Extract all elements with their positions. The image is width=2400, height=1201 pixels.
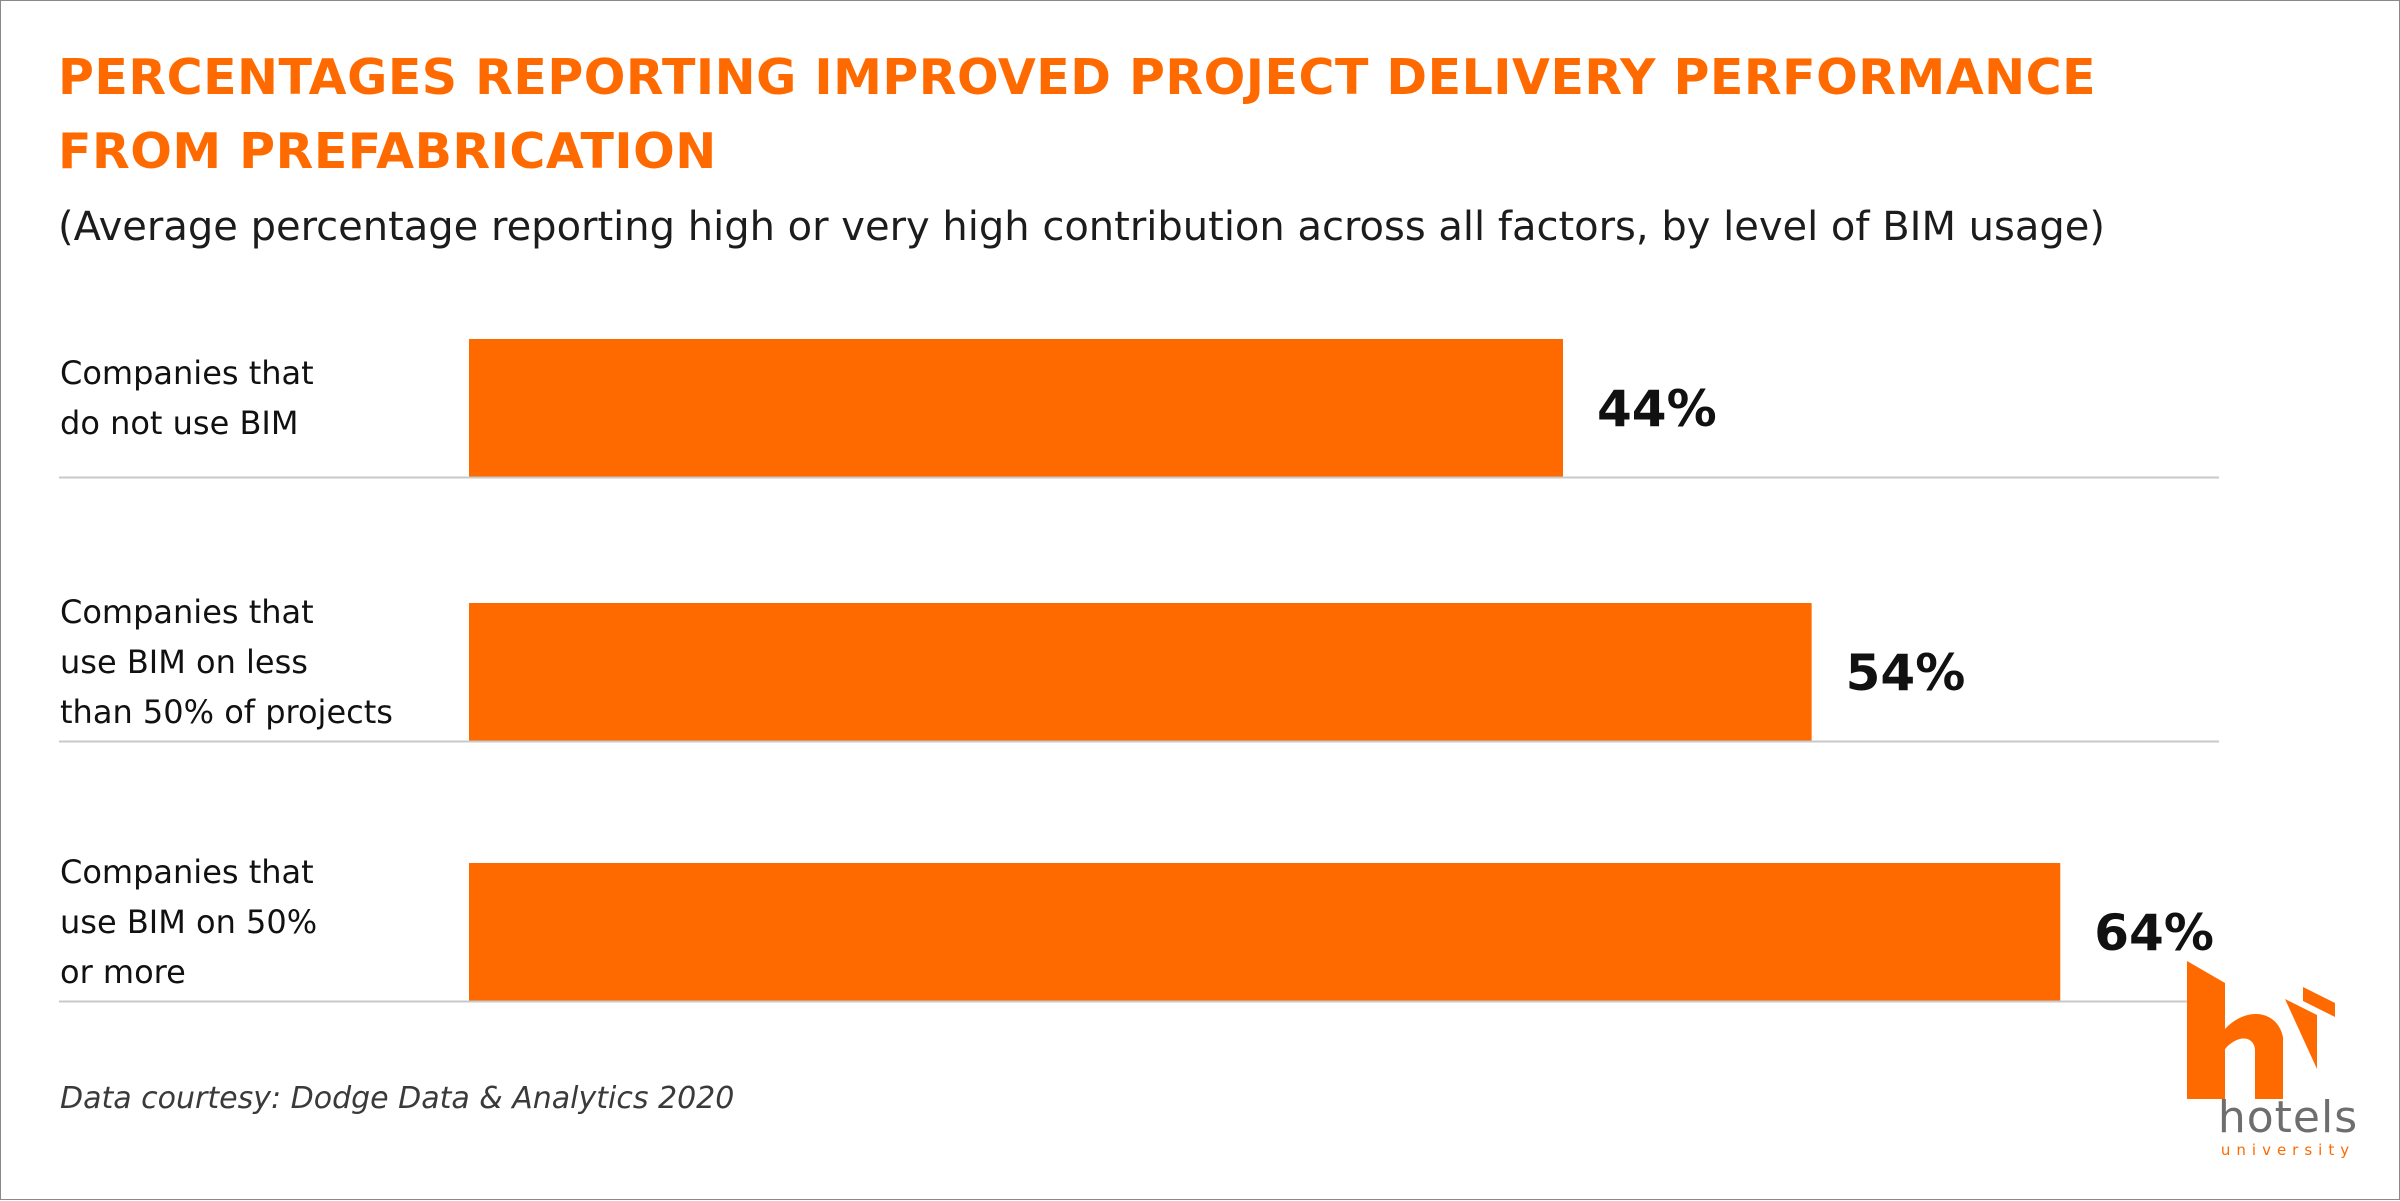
bar-1 [469, 339, 1563, 477]
source-note: Data courtesy: Dodge Data & Analytics 20… [60, 1081, 735, 1116]
bar-2 [469, 603, 1812, 741]
value-label-1: 44% [1597, 380, 1717, 438]
value-label-3: 64% [2094, 904, 2214, 962]
chart-subtitle: (Average percentage reporting high or ve… [58, 204, 2105, 250]
logo-wordmark: hotels [2217, 1092, 2359, 1143]
category-label-1-line-1: Companies that [60, 354, 314, 392]
category-label-3-line-2: use BIM on 50% [60, 903, 317, 941]
chart-title-line-1: PERCENTAGES REPORTING IMPROVED PROJECT D… [58, 49, 2097, 106]
value-label-2: 54% [1846, 644, 1966, 702]
category-label-1-line-2: do not use BIM [60, 404, 298, 442]
category-label-2-line-3: than 50% of projects [60, 693, 393, 731]
logo-subtext: university [2220, 1141, 2356, 1159]
chart-title-line-2: FROM PREFABRICATION [58, 123, 717, 180]
hu-logo-icon [2187, 961, 2335, 1099]
category-label-3-line-1: Companies that [60, 853, 314, 891]
category-label-3-line-3: or more [60, 953, 186, 991]
bar-3 [469, 863, 2061, 1001]
chart-title: PERCENTAGES REPORTING IMPROVED PROJECT D… [58, 41, 2158, 189]
category-label-2-line-1: Companies that [60, 593, 314, 631]
category-label-2-line-2: use BIM on less [60, 643, 308, 681]
